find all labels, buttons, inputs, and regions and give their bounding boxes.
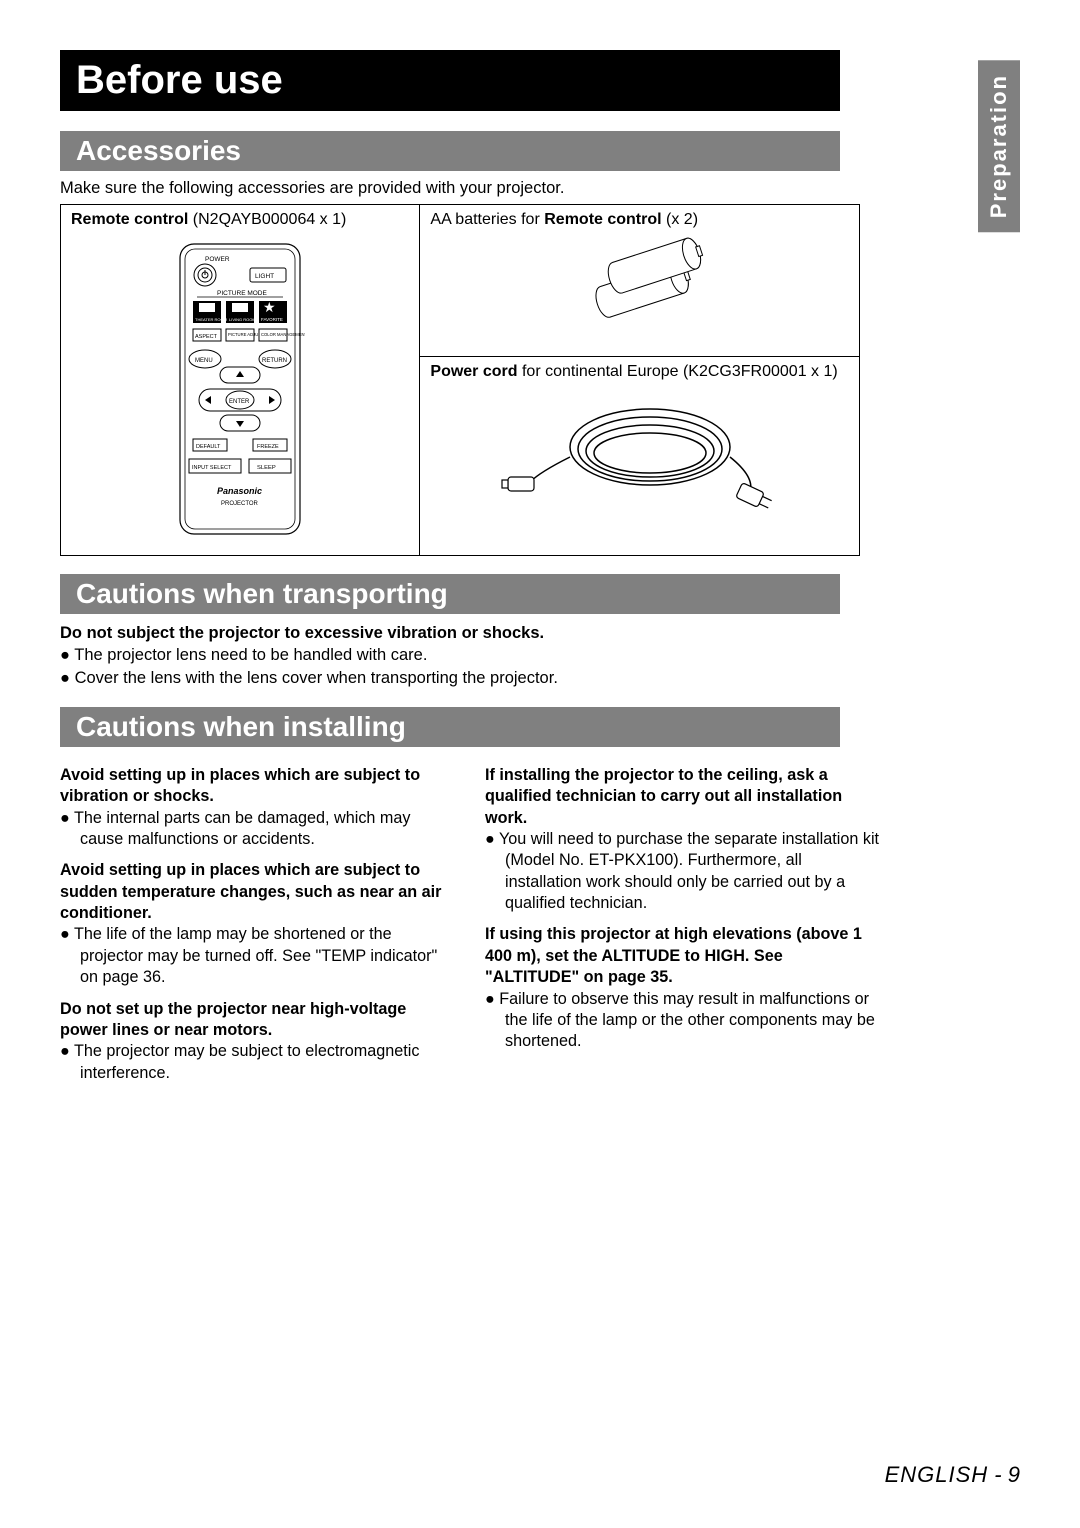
transporting-bullet-0: The projector lens need to be handled wi…	[60, 644, 860, 666]
accessories-table: Remote control (N2QAYB000064 x 1) POWER …	[60, 204, 860, 556]
install-r0-b0: You will need to purchase the separate i…	[485, 829, 880, 915]
svg-text:LIGHT: LIGHT	[255, 273, 274, 280]
svg-text:THEATER ROOM: THEATER ROOM	[195, 317, 227, 322]
svg-text:MENU: MENU	[195, 358, 213, 364]
install-l2-b0: The projector may be subject to electrom…	[60, 1041, 455, 1084]
batteries-illustration	[560, 235, 720, 325]
svg-text:COLOR MANAGEMENT: COLOR MANAGEMENT	[261, 332, 305, 337]
cord-label-bold: Power cord	[430, 363, 517, 380]
svg-text:SLEEP: SLEEP	[257, 465, 276, 471]
install-l0-b0: The internal parts can be damaged, which…	[60, 808, 455, 851]
section-transporting-heading: Cautions when transporting	[60, 574, 840, 614]
svg-text:FREEZE: FREEZE	[257, 444, 279, 450]
side-tab-preparation: Preparation	[978, 60, 1020, 232]
svg-text:FAVORITE: FAVORITE	[261, 317, 283, 322]
footer-lang: ENGLISH	[885, 1462, 989, 1487]
footer-sep: -	[988, 1462, 1008, 1487]
install-l1-bold: Avoid setting up in places which are sub…	[60, 860, 455, 924]
svg-text:LIVING ROOM: LIVING ROOM	[229, 317, 256, 322]
batteries-label-bold: Remote control	[544, 211, 661, 228]
install-l2-bold: Do not set up the projector near high-vo…	[60, 999, 455, 1042]
page-footer: ENGLISH - 9	[885, 1462, 1020, 1488]
svg-text:Panasonic: Panasonic	[217, 486, 262, 496]
install-l0-bold: Avoid setting up in places which are sub…	[60, 765, 455, 808]
remote-control-illustration: POWER LIGHT PICTURE MODE ★ THEATER ROOM …	[175, 239, 305, 539]
installing-left-col: Avoid setting up in places which are sub…	[60, 755, 455, 1090]
cord-cell: Power cord for continental Europe (K2CG3…	[420, 357, 860, 556]
accessories-intro: Make sure the following accessories are …	[60, 179, 1020, 198]
cord-label-rest: for continental Europe (K2CG3FR00001 x 1…	[518, 363, 838, 380]
svg-text:ENTER: ENTER	[229, 399, 250, 405]
page-title: Before use	[60, 50, 840, 111]
footer-page: 9	[1008, 1462, 1020, 1487]
svg-text:INPUT SELECT: INPUT SELECT	[192, 465, 232, 471]
svg-text:PROJECTOR: PROJECTOR	[221, 501, 259, 507]
svg-text:POWER: POWER	[205, 256, 230, 263]
batteries-cell: AA batteries for Remote control (x 2)	[420, 205, 860, 357]
install-r0-bold: If installing the projector to the ceili…	[485, 765, 880, 829]
batteries-label-pre: AA batteries for	[430, 211, 544, 228]
remote-cell: Remote control (N2QAYB000064 x 1) POWER …	[61, 205, 420, 556]
svg-text:DEFAULT: DEFAULT	[196, 444, 221, 450]
installing-right-col: If installing the projector to the ceili…	[485, 755, 880, 1090]
installing-body: Avoid setting up in places which are sub…	[60, 755, 880, 1090]
svg-text:ASPECT: ASPECT	[195, 334, 218, 340]
section-accessories-heading: Accessories	[60, 131, 840, 171]
install-r1-bold: If using this projector at high elevatio…	[485, 924, 880, 988]
transporting-bold: Do not subject the projector to excessiv…	[60, 622, 860, 644]
svg-text:★: ★	[263, 299, 276, 315]
install-l1-b0: The life of the lamp may be shortened or…	[60, 924, 455, 988]
section-installing-heading: Cautions when installing	[60, 707, 840, 747]
install-r1-b0: Failure to observe this may result in ma…	[485, 989, 880, 1053]
transporting-bullet-1: Cover the lens with the lens cover when …	[60, 667, 860, 689]
transporting-body: Do not subject the projector to excessiv…	[60, 622, 860, 689]
power-cord-illustration	[500, 387, 780, 527]
remote-label-bold: Remote control	[71, 211, 188, 228]
batteries-label-rest: (x 2)	[662, 211, 698, 228]
svg-text:RETURN: RETURN	[262, 358, 287, 364]
svg-text:PICTURE MODE: PICTURE MODE	[217, 290, 268, 297]
remote-label-rest: (N2QAYB000064 x 1)	[188, 211, 346, 228]
